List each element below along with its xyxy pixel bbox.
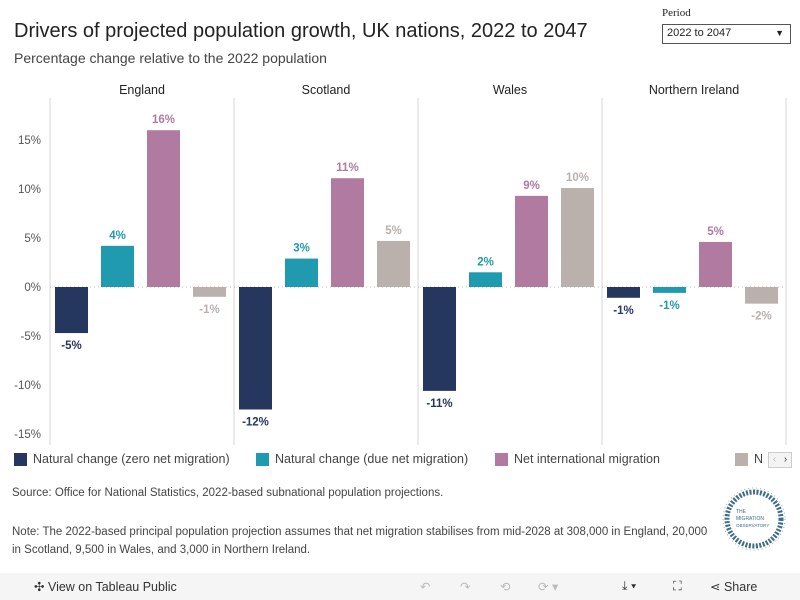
- refresh-button[interactable]: ⟳ ▾: [538, 580, 559, 594]
- y-tick-label: 10%: [18, 184, 41, 196]
- legend-item[interactable]: Natural change (due net migration): [256, 452, 468, 466]
- svg-text:THE: THE: [736, 509, 747, 515]
- data-label: 5%: [385, 225, 402, 237]
- bar: [607, 287, 640, 298]
- data-label: -1%: [659, 300, 679, 312]
- tableau-icon: ✣: [34, 580, 45, 594]
- tableau-toolbar: ✣ View on Tableau Public ↶ ↷ ⟲ ⟳ ▾ ⤓ ▾ ⛶…: [0, 573, 800, 600]
- data-label: 4%: [109, 230, 126, 242]
- legend-swatch: [256, 452, 269, 466]
- data-label: 3%: [293, 243, 310, 255]
- bar: [699, 241, 732, 287]
- y-tick-label: 5%: [24, 233, 41, 245]
- bar: [285, 258, 318, 287]
- legend: Natural change (zero net migration) Natur…: [14, 452, 766, 470]
- svg-text:MIGRATION: MIGRATION: [736, 516, 764, 522]
- data-label: 11%: [336, 162, 358, 174]
- chevron-left-icon[interactable]: ‹: [772, 454, 777, 465]
- legend-label: N: [754, 452, 764, 466]
- period-dropdown[interactable]: 2022 to 2047 ▼: [662, 24, 791, 44]
- data-label: 5%: [707, 226, 724, 238]
- legend-swatch: [14, 452, 27, 466]
- bar: [561, 188, 594, 287]
- period-value: 2022 to 2047: [667, 27, 732, 39]
- data-label: -1%: [613, 305, 633, 317]
- bar: [193, 287, 226, 297]
- redo-button[interactable]: ↷: [460, 580, 471, 594]
- data-label: 10%: [566, 172, 589, 184]
- bar: [423, 287, 456, 391]
- panel-header: Scotland: [302, 83, 351, 97]
- data-label: -12%: [242, 417, 269, 429]
- migration-observatory-logo: THE MIGRATION OBSERVATORY: [722, 487, 786, 551]
- data-label: -11%: [426, 398, 452, 410]
- fullscreen-button[interactable]: ⛶: [673, 579, 682, 593]
- bar: [653, 287, 686, 293]
- bar-chart: 15% 10% 5% 0% -5% -10% -15% England -5% 4% 16% -1% S…: [14, 83, 787, 445]
- period-label: Period: [662, 7, 691, 19]
- revert-button[interactable]: ⟲: [500, 580, 511, 594]
- panel-header: England: [119, 83, 165, 97]
- legend-item[interactable]: Net international migration: [495, 452, 660, 466]
- y-tick-label: 0%: [24, 282, 41, 294]
- bar: [55, 287, 88, 334]
- bar: [331, 178, 364, 287]
- svg-text:OBSERVATORY: OBSERVATORY: [736, 523, 769, 528]
- data-label: 2%: [477, 256, 494, 268]
- chart-title: Drivers of projected population growth, …: [14, 20, 588, 42]
- legend-label: Natural change (due net migration): [275, 452, 469, 466]
- legend-item[interactable]: N: [735, 452, 763, 466]
- legend-swatch: [735, 452, 748, 466]
- legend-swatch: [495, 452, 508, 466]
- panel-header: Northern Ireland: [649, 83, 739, 97]
- bar: [515, 195, 548, 287]
- data-label: -2%: [751, 311, 771, 323]
- y-tick-label: -15%: [14, 429, 41, 441]
- legend-item[interactable]: Natural change (zero net migration): [14, 452, 230, 466]
- y-tick-label: 15%: [18, 135, 41, 147]
- bar: [469, 272, 502, 287]
- panel-header: Wales: [493, 83, 527, 97]
- note-text: Note: The 2022-based principal populatio…: [12, 526, 708, 556]
- data-label: 16%: [152, 114, 175, 126]
- chevron-right-icon[interactable]: ›: [783, 454, 788, 465]
- y-tick-label: -10%: [14, 380, 41, 392]
- download-button[interactable]: ⤓ ▾: [622, 579, 637, 593]
- undo-button[interactable]: ↶: [420, 580, 431, 594]
- view-on-tableau-button[interactable]: ✣ View on Tableau Public: [34, 580, 177, 594]
- chevron-down-icon: ▼: [775, 28, 784, 38]
- data-label: 9%: [523, 180, 540, 192]
- bar: [745, 287, 778, 304]
- data-label: -1%: [199, 304, 219, 316]
- share-icon: ⋖: [710, 580, 721, 594]
- share-button[interactable]: ⋖ Share: [710, 580, 758, 594]
- bar: [239, 287, 272, 410]
- bar: [147, 130, 180, 287]
- source-text: Source: Office for National Statistics, …: [12, 487, 444, 499]
- y-tick-label: -5%: [21, 331, 41, 343]
- chart-subtitle: Percentage change relative to the 2022 p…: [14, 50, 327, 66]
- data-label: -5%: [61, 340, 81, 352]
- bar: [101, 245, 134, 287]
- bar: [377, 240, 410, 287]
- legend-pager[interactable]: ‹ ›: [768, 452, 792, 468]
- legend-label: Natural change (zero net migration): [33, 452, 230, 466]
- legend-label: Net international migration: [514, 452, 660, 466]
